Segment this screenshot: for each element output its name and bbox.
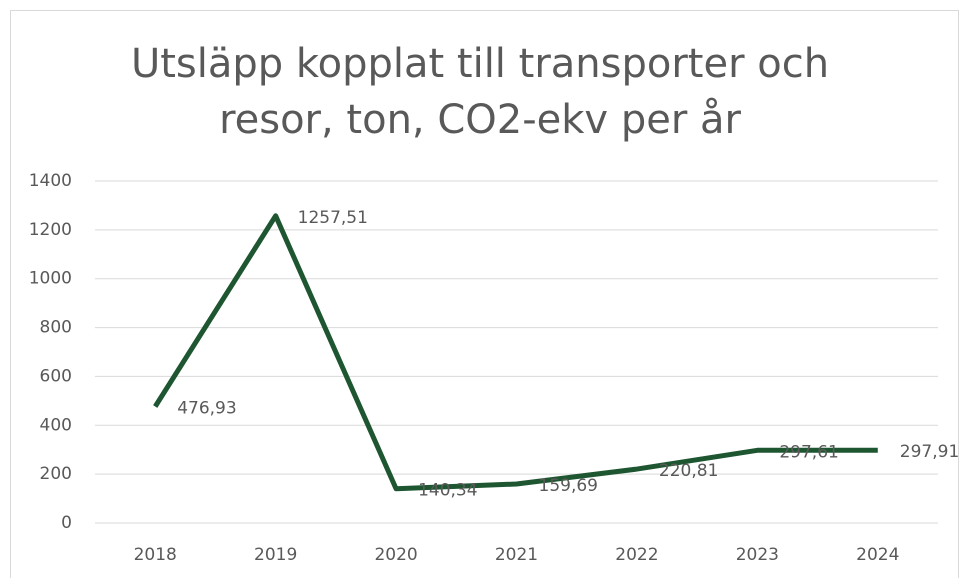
x-tick-label: 2023 xyxy=(736,545,779,565)
line-series xyxy=(153,213,878,492)
x-tick-label: 2024 xyxy=(856,545,899,565)
x-tick-label: 2020 xyxy=(374,545,417,565)
y-tick-label: 0 xyxy=(61,513,72,533)
y-tick-label: 200 xyxy=(40,464,72,484)
y-tick-label: 1000 xyxy=(29,269,72,289)
y-tick-label: 800 xyxy=(40,318,72,338)
x-tick-label: 2018 xyxy=(134,545,177,565)
x-tick-label: 2019 xyxy=(254,545,297,565)
y-tick-label: 1200 xyxy=(29,220,72,240)
y-tick-label: 1400 xyxy=(29,171,72,191)
data-label: 297,61 xyxy=(779,442,838,462)
y-tick-label: 600 xyxy=(40,366,72,386)
chart-title: Utsläpp kopplat till transporter och res… xyxy=(130,41,830,143)
data-label: 1257,51 xyxy=(298,208,368,228)
data-label: 476,93 xyxy=(177,398,236,418)
data-label: 297,91 xyxy=(900,442,959,462)
data-label: 159,69 xyxy=(539,476,598,496)
data-label: 140,34 xyxy=(418,481,477,501)
data-label: 220,81 xyxy=(659,461,718,481)
x-tick-label: 2022 xyxy=(615,545,658,565)
y-tick-label: 400 xyxy=(40,415,72,435)
x-tick-label: 2021 xyxy=(495,545,538,565)
